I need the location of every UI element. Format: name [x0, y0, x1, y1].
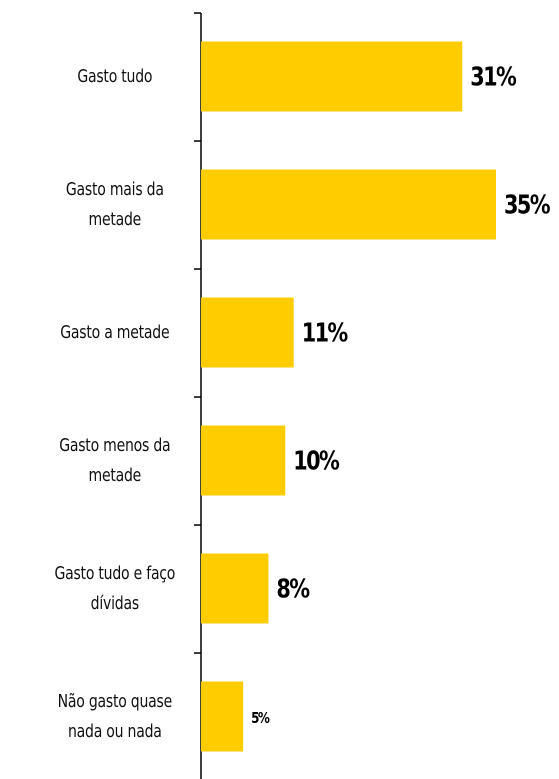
bar — [201, 297, 294, 368]
category-label: Gasto a metade — [60, 321, 170, 343]
bar — [201, 425, 286, 496]
bar — [201, 681, 244, 752]
bar — [201, 169, 496, 240]
category-label: Gasto tudo e faço dívidas — [54, 562, 176, 614]
category-label: Gasto menos da metade — [59, 434, 171, 486]
value-label: 11% — [302, 317, 348, 348]
category-label: Gasto tudo — [77, 65, 153, 87]
value-label: 8% — [276, 573, 309, 604]
bar — [201, 41, 463, 112]
value-label: 10% — [293, 445, 339, 476]
value-label: 35% — [504, 189, 550, 220]
bar — [201, 553, 269, 624]
value-label: 5% — [251, 710, 270, 728]
category-label: Gasto mais da metade — [65, 178, 164, 230]
value-label: 31% — [470, 61, 516, 92]
category-label: Não gasto quase nada ou nada — [57, 690, 173, 742]
